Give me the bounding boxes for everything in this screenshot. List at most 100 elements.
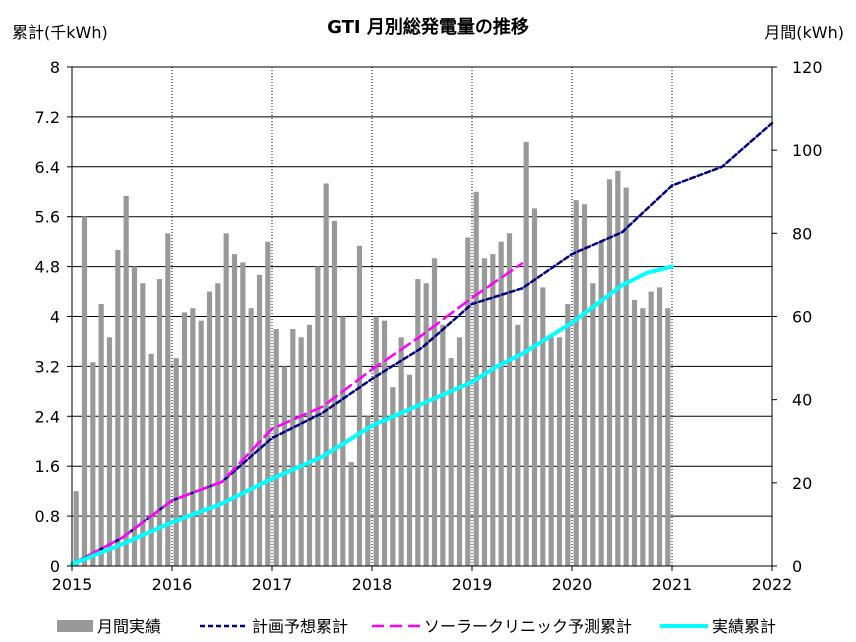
monthly-bar: [640, 308, 646, 566]
monthly-bar: [590, 283, 596, 566]
monthly-bar: [656, 287, 663, 566]
monthly-bar: [206, 291, 213, 566]
left-tick-label: 8: [50, 58, 60, 77]
x-tick-label: 2017: [252, 575, 293, 594]
legend-label: 月間実績: [97, 617, 161, 636]
monthly-bar: [531, 208, 538, 566]
monthly-bar: [506, 233, 513, 567]
monthly-bar: [615, 170, 621, 567]
monthly-bar: [115, 249, 121, 566]
x-tick-label: 2022: [752, 575, 793, 594]
x-axis-ticks: 2015 2016 2017 2018 2019 2020 2021 2022: [52, 566, 793, 594]
left-tick-label: 3.2: [35, 357, 60, 376]
monthly-bar: [281, 366, 288, 566]
monthly-bar: [215, 283, 221, 566]
monthly-bar: [81, 216, 88, 566]
left-tick-label: 4: [50, 308, 60, 327]
right-tick-label: 80: [792, 224, 812, 243]
monthly-bar: [298, 337, 304, 566]
monthly-bar: [165, 233, 171, 567]
monthly-bar: [515, 324, 521, 566]
monthly-bar: [140, 283, 146, 566]
cumulative-lines: [70, 121, 774, 567]
monthly-bar: [381, 320, 388, 566]
legend-label: ソーラークリニック予測累計: [424, 617, 632, 636]
x-tick-label: 2019: [452, 575, 493, 594]
left-tick-label: 4.8: [35, 258, 60, 277]
monthly-bar: [606, 179, 613, 566]
monthly-bar: [190, 308, 196, 566]
right-tick-label: 120: [792, 58, 823, 77]
monthly-bar: [98, 304, 104, 566]
monthly-bar: [240, 262, 246, 566]
monthly-bar: [665, 308, 671, 566]
monthly-bar: [73, 491, 79, 566]
monthly-bar: [131, 266, 138, 566]
monthly-bar: [265, 241, 271, 566]
monthly-bar: [173, 358, 179, 566]
monthly-bar: [223, 233, 229, 567]
monthly-bar: [540, 287, 546, 566]
monthly-bar: [440, 324, 446, 566]
monthly-bar: [415, 279, 421, 566]
left-axis-title: 累計(千kWh): [12, 23, 108, 42]
monthly-bar: [623, 187, 629, 566]
monthly-bar: [181, 312, 188, 566]
monthly-bar: [106, 337, 113, 566]
x-tick-label: 2020: [552, 575, 593, 594]
monthly-bar: [481, 258, 488, 566]
monthly-bar: [556, 337, 563, 566]
monthly-bar: [490, 254, 496, 566]
monthly-bar: [348, 462, 354, 566]
monthly-bar: [423, 283, 429, 566]
legend-swatch-bar: [57, 620, 93, 632]
x-tick-label: 2015: [52, 575, 93, 594]
left-axis-ticks: 0 0.8 1.6 2.4 3.2 4 4.8 5.6 6.4 7.2 8: [35, 58, 72, 576]
monthly-bar: [631, 299, 638, 566]
monthly-bar: [431, 258, 438, 566]
monthly-bar: [598, 241, 604, 566]
monthly-bar: [90, 362, 96, 566]
x-tick-label: 2016: [152, 575, 193, 594]
x-tick-label: 2021: [652, 575, 693, 594]
monthly-bar: [256, 274, 263, 566]
monthly-bar: [565, 304, 571, 566]
monthly-bar: [498, 241, 504, 566]
monthly-bar: [306, 324, 313, 566]
right-axis-title: 月間(kWh): [764, 23, 844, 42]
right-tick-label: 40: [792, 391, 812, 410]
monthly-bar: [123, 195, 129, 567]
x-tick-label: 2018: [352, 575, 393, 594]
monthly-bar: [581, 204, 588, 566]
monthly-bar: [398, 337, 404, 566]
monthly-bar: [373, 316, 379, 566]
monthly-bar: [231, 254, 238, 566]
monthly-bar: [448, 358, 454, 566]
monthly-bar: [356, 245, 363, 566]
chart-title: GTI 月別総発電量の推移: [327, 16, 529, 38]
monthly-bar: [331, 220, 338, 566]
monthly-bar: [340, 316, 346, 566]
legend-label: 実績累計: [712, 617, 776, 636]
monthly-bar: [248, 308, 254, 566]
right-tick-label: 100: [792, 141, 823, 160]
left-tick-label: 1.6: [35, 457, 60, 476]
monthly-bar: [198, 320, 204, 566]
monthly-bar: [390, 387, 396, 566]
legend: 月間実績 計画予想累計 ソーラークリニック予測累計 実績累計: [57, 617, 776, 636]
series-line: [70, 264, 674, 567]
left-tick-label: 0.8: [35, 507, 60, 526]
right-tick-label: 60: [792, 308, 812, 327]
monthly-bars: [73, 141, 671, 567]
right-tick-label: 20: [792, 474, 812, 493]
monthly-bar: [465, 237, 471, 566]
left-tick-label: 0: [50, 557, 60, 576]
monthly-bar: [290, 328, 296, 566]
series-line: [70, 262, 524, 566]
left-tick-label: 2.4: [35, 407, 60, 426]
monthly-bar: [273, 328, 279, 566]
monthly-bar: [548, 337, 554, 566]
left-tick-label: 5.6: [35, 208, 60, 227]
monthly-bar: [573, 200, 579, 567]
